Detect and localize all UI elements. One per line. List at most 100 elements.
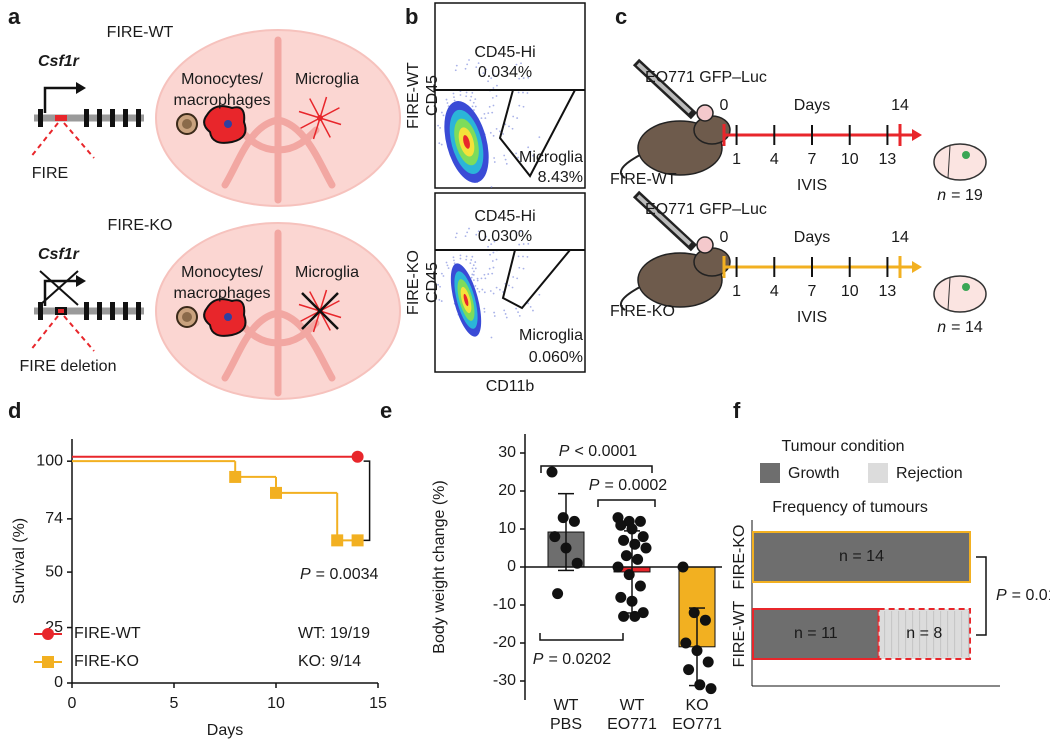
y-axis-label: Survival (%) — [11, 518, 28, 604]
event-dot — [526, 255, 529, 258]
value-label: n = 8 — [906, 625, 942, 642]
data-point — [618, 534, 630, 546]
data-point — [683, 664, 695, 676]
microglia-process — [319, 289, 328, 312]
cell-label: Monocytes/ — [181, 71, 263, 88]
marker — [351, 450, 364, 463]
event-dot — [438, 142, 441, 145]
cross — [301, 292, 339, 330]
x-tick-label: 10 — [267, 695, 285, 712]
event-dot — [527, 242, 530, 245]
event-dot — [469, 99, 472, 102]
event-dot — [503, 154, 506, 157]
imaging-day: 13 — [879, 151, 897, 168]
data-point — [634, 515, 646, 527]
event-dot — [518, 104, 521, 107]
data-point — [549, 531, 561, 543]
event-dot — [489, 290, 492, 292]
y-tick-label: 10 — [498, 520, 516, 537]
data-point — [680, 637, 692, 649]
event-dot — [482, 238, 485, 241]
event-dot — [516, 277, 519, 280]
y-tick-label: 20 — [498, 482, 516, 499]
cell-line: EO771 GFP–Luc — [645, 69, 767, 86]
panel-label: d — [8, 398, 21, 423]
microglia-label: Microglia — [295, 71, 359, 88]
exon — [123, 109, 128, 127]
dash — [29, 122, 59, 159]
data-point — [546, 466, 558, 478]
dash — [29, 315, 59, 352]
event-dot — [465, 258, 468, 261]
event-dot — [518, 266, 521, 269]
x-tick-label: EO771 — [607, 716, 657, 733]
p-value: P = 0.01 — [996, 587, 1050, 604]
event-dot — [487, 273, 490, 275]
monocyte-nucleus — [182, 312, 192, 322]
event-dot — [522, 267, 525, 270]
comparison-bracket — [540, 465, 653, 473]
gene-name: Csf1r — [38, 246, 80, 263]
event-dot — [511, 286, 514, 289]
imaging-day: 1 — [732, 283, 741, 300]
italic-symbol: P — [300, 566, 311, 583]
event-dot — [476, 279, 479, 282]
n-label: n = 19 — [937, 187, 983, 204]
event-dot — [440, 143, 443, 146]
event-dot — [459, 94, 462, 96]
data-point — [640, 542, 652, 554]
imaging-day: 7 — [808, 151, 817, 168]
x-axis-label: Days — [207, 722, 243, 739]
event-dot — [511, 127, 514, 130]
event-dot — [527, 146, 530, 149]
data-point — [620, 550, 632, 562]
event-dot — [453, 96, 455, 99]
data-point — [623, 569, 635, 581]
event-dot — [440, 300, 443, 302]
exon — [110, 302, 115, 320]
event-dot — [454, 236, 457, 239]
event-dot — [516, 117, 519, 119]
y-axis-label: Body weight change (%) — [431, 480, 448, 653]
event-dot — [515, 63, 518, 66]
dash — [63, 315, 95, 352]
event-dot — [488, 267, 491, 270]
event-dot — [481, 288, 484, 291]
event-dot — [466, 63, 469, 66]
arrow-head — [76, 82, 86, 94]
event-dot — [515, 307, 518, 310]
event-dot — [475, 233, 478, 236]
event-dot — [487, 245, 489, 248]
data-point — [568, 515, 580, 527]
y-tick-label: 100 — [36, 452, 63, 469]
italic-symbol: P — [996, 587, 1007, 604]
gate-pct: 0.060% — [529, 349, 583, 366]
imaging-day: 4 — [770, 151, 779, 168]
event-dot — [492, 104, 495, 107]
event-dot — [437, 283, 439, 286]
x-tick-label: KO — [685, 697, 708, 714]
mouse-ear — [696, 104, 714, 122]
event-dot — [527, 302, 530, 305]
axis-label: CD45 — [424, 75, 441, 116]
data-point — [702, 656, 714, 668]
dash — [63, 122, 95, 159]
region-label: FIRE — [32, 165, 68, 182]
microglia-process — [309, 98, 321, 119]
legend-label: Growth — [788, 465, 840, 482]
event-dot — [502, 133, 505, 135]
event-dot — [483, 113, 486, 115]
event-dot — [470, 259, 473, 261]
comparison-bracket — [597, 499, 656, 507]
event-dot — [495, 258, 498, 261]
event-dot — [473, 109, 475, 111]
genotype-label: FIRE-WT — [405, 62, 422, 129]
event-dot — [490, 243, 493, 246]
event-dot — [517, 156, 519, 159]
panel-label: b — [405, 4, 418, 29]
imaging-day: 7 — [808, 283, 817, 300]
density — [463, 293, 469, 307]
microglia-process — [319, 310, 342, 319]
imaging-day: 13 — [879, 283, 897, 300]
event-dot — [520, 62, 522, 65]
